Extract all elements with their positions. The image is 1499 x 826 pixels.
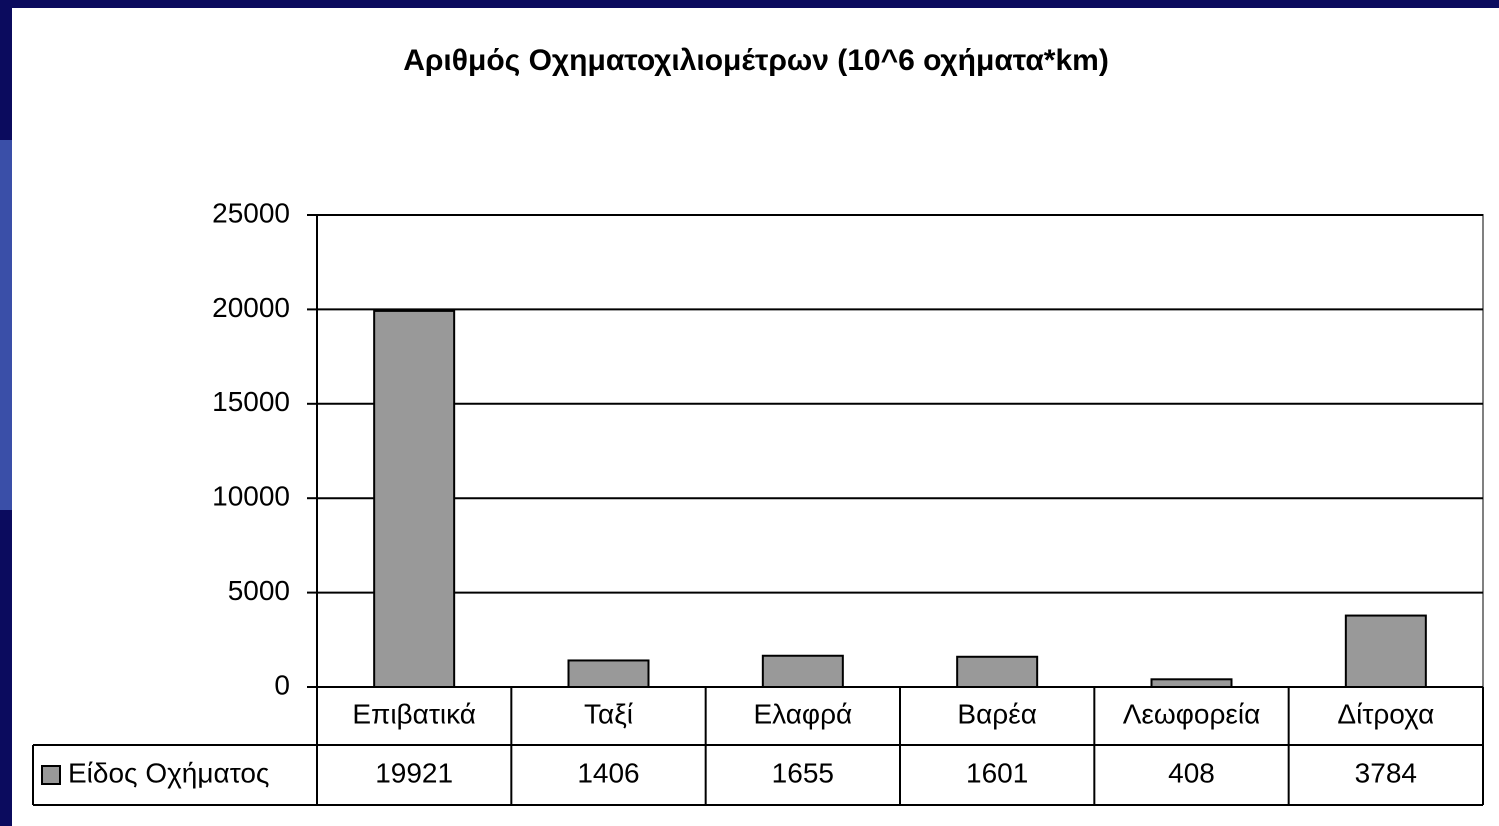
x-tick-label: Βαρέα	[957, 698, 1036, 729]
x-tick-label: Λεωφορεία	[1123, 698, 1261, 729]
bar	[761, 654, 844, 689]
y-tick-label: 15000	[212, 386, 290, 417]
y-tick-label: 25000	[212, 197, 290, 228]
bar	[956, 655, 1039, 689]
bar	[373, 309, 456, 688]
table-value: 3784	[1355, 757, 1417, 788]
x-tick-label: Ελαφρά	[753, 698, 852, 729]
y-tick-label: 10000	[212, 481, 290, 512]
y-tick-label: 20000	[212, 292, 290, 323]
table-value: 1601	[966, 757, 1028, 788]
chart-title: Αριθμός Οχηματοχιλιομέτρων (10^6 οχήματα…	[403, 44, 1109, 77]
y-tick-label: 5000	[228, 575, 290, 606]
panel	[12, 8, 1499, 826]
x-tick-label: Επιβατικά	[352, 698, 476, 729]
bar	[567, 659, 650, 688]
table-value: 408	[1168, 757, 1215, 788]
x-tick-label: Δίτροχα	[1337, 698, 1434, 729]
legend-label: Είδος Οχήματος	[68, 757, 269, 788]
x-tick-label: Ταξί	[584, 698, 633, 729]
y-tick-label: 0	[274, 669, 290, 700]
frame-accent	[0, 140, 12, 510]
table-value: 1406	[577, 757, 639, 788]
legend-key	[41, 765, 61, 785]
table-value: 1655	[772, 757, 834, 788]
bar	[1344, 614, 1427, 689]
table-value: 19921	[375, 757, 453, 788]
bar	[1150, 678, 1233, 688]
